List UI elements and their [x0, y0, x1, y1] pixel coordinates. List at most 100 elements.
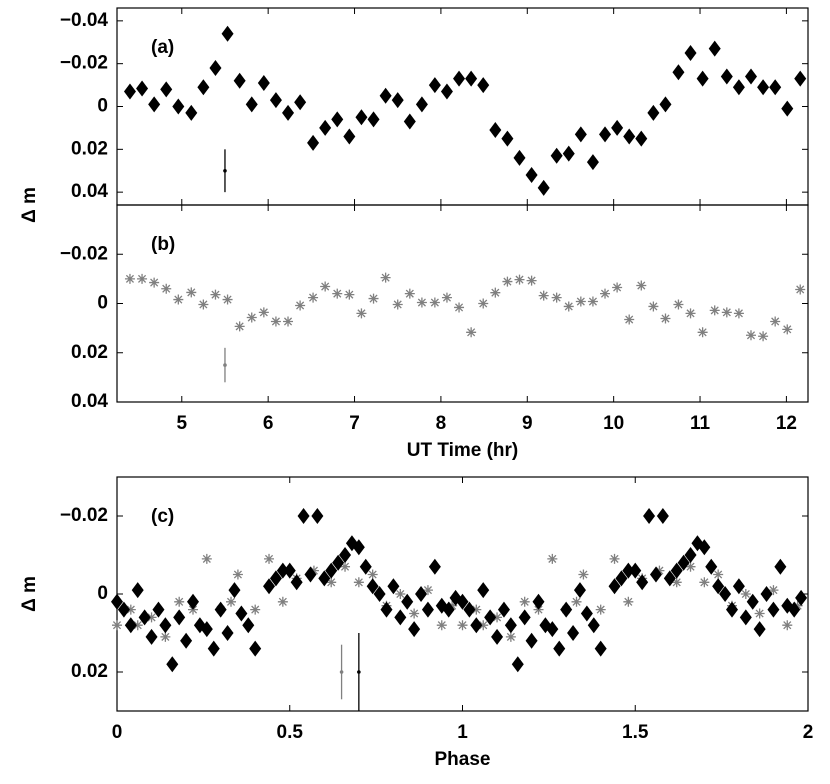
diamond-marker — [233, 72, 246, 89]
x-tick-label: 6 — [263, 413, 274, 434]
diamond-marker — [366, 578, 379, 595]
asterisk-marker — [600, 288, 611, 299]
y-tick-label: 0.04 — [71, 181, 108, 202]
diamond-marker — [269, 570, 282, 587]
asterisk-marker — [356, 308, 367, 319]
asterisk-marker — [332, 288, 343, 299]
x-tick-label: 2 — [803, 722, 814, 743]
asterisk-marker — [782, 620, 793, 631]
diamond-marker — [379, 87, 392, 104]
asterisk-marker — [368, 293, 379, 304]
axes-frame — [116, 7, 809, 206]
diamond-marker — [111, 593, 123, 610]
diamond-marker — [185, 104, 198, 121]
diamond-marker — [573, 582, 586, 599]
panel-label: (c) — [151, 506, 174, 527]
diamond-marker — [463, 601, 476, 618]
asterisk-marker — [612, 282, 623, 293]
asterisk-marker — [326, 577, 337, 588]
asterisk-marker — [478, 298, 489, 309]
diamond-marker — [611, 119, 624, 136]
diamond-marker — [636, 574, 649, 591]
diamond-marker — [586, 154, 599, 171]
diamond-marker — [325, 562, 338, 579]
diamond-marker — [753, 621, 766, 638]
asterisk-marker — [770, 316, 781, 327]
diamond-marker — [283, 562, 296, 579]
asterisk-marker — [409, 608, 420, 619]
diamond-marker — [242, 617, 255, 634]
diamond-marker — [276, 562, 289, 579]
asterisk-marker — [422, 585, 433, 596]
asterisk-marker — [538, 290, 549, 301]
asterisk-marker — [186, 287, 197, 298]
diamond-marker — [415, 96, 428, 113]
asterisk-marker — [699, 577, 710, 588]
diamond-marker — [562, 145, 575, 162]
diamond-marker — [587, 617, 600, 634]
diamond-marker — [746, 593, 759, 610]
asterisk-marker — [654, 565, 665, 576]
diamond-marker — [421, 601, 434, 618]
diamond-marker — [794, 70, 807, 87]
asterisk-marker — [721, 307, 732, 318]
diamond-marker — [235, 605, 248, 622]
diamond-marker — [629, 562, 642, 579]
asterisk-marker — [595, 604, 606, 615]
error-bar-point — [223, 168, 227, 173]
diamond-marker — [319, 119, 332, 136]
asterisk-marker — [713, 569, 724, 580]
asterisk-marker — [149, 277, 160, 288]
diamond-marker — [282, 104, 295, 121]
diamond-marker — [504, 617, 517, 634]
asterisk-marker — [367, 569, 378, 580]
diamond-marker — [788, 601, 801, 618]
diamond-marker — [720, 68, 733, 85]
asterisk-marker — [547, 553, 558, 564]
asterisk-marker — [258, 307, 269, 318]
diamond-marker — [795, 589, 808, 606]
diamond-marker — [647, 104, 660, 121]
diamond-marker — [138, 609, 151, 626]
diamond-marker — [781, 100, 794, 117]
diamond-marker — [501, 130, 514, 147]
asterisk-marker — [344, 289, 355, 300]
diamond-marker — [546, 621, 559, 638]
diamond-marker — [197, 79, 210, 96]
diamond-marker — [663, 570, 676, 587]
asterisk-marker — [466, 327, 477, 338]
diamond-marker — [608, 578, 621, 595]
asterisk-marker — [551, 292, 562, 303]
diamond-marker — [725, 601, 738, 618]
asterisk-marker — [478, 620, 489, 631]
diamond-marker — [719, 586, 732, 602]
diamond-marker — [560, 601, 573, 618]
diamond-marker — [757, 79, 770, 96]
asterisk-marker — [636, 280, 647, 291]
diamond-marker — [567, 625, 580, 641]
asterisk-marker — [264, 553, 275, 564]
diamond-marker — [145, 628, 158, 645]
diamond-marker — [525, 167, 538, 184]
asterisk-marker — [660, 313, 671, 324]
asterisk-marker — [161, 283, 172, 294]
asterisk-marker — [454, 302, 465, 313]
diamond-marker — [294, 94, 307, 111]
asterisk-marker — [514, 274, 525, 285]
diamond-marker — [511, 656, 524, 673]
diamond-marker — [489, 122, 502, 139]
asterisk-marker — [768, 585, 779, 596]
asterisk-marker — [490, 287, 501, 298]
asterisk-marker — [792, 600, 803, 611]
diamond-marker — [769, 79, 782, 96]
diamond-marker — [659, 96, 672, 113]
asterisk-marker — [673, 299, 684, 310]
asterisk-marker — [471, 604, 482, 615]
diamond-marker — [670, 562, 683, 579]
asterisk-marker — [758, 331, 769, 342]
panel-label: (a) — [151, 37, 174, 58]
y-tick-label: −0.04 — [60, 10, 109, 31]
diamond-marker — [214, 601, 227, 618]
diamond-marker — [428, 77, 441, 94]
